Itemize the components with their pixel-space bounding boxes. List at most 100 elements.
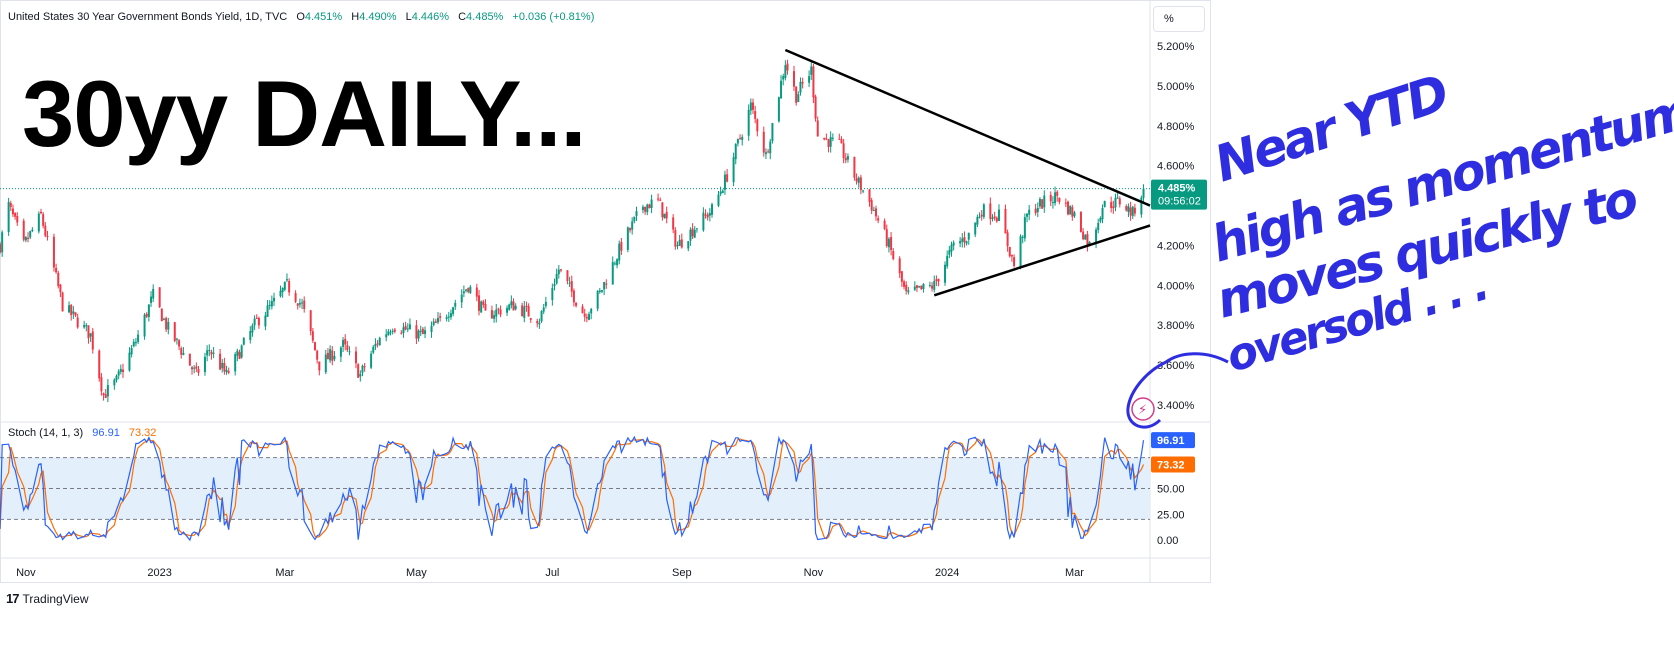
trendline[interactable]	[933, 224, 1151, 297]
candle	[361, 364, 364, 377]
candle	[495, 304, 498, 323]
candle	[717, 190, 720, 208]
candle	[726, 168, 729, 183]
candle	[572, 288, 575, 307]
candle	[877, 215, 880, 224]
time-tick-label: Sep	[672, 567, 692, 579]
candle	[734, 143, 737, 165]
candle	[678, 234, 681, 246]
candle	[1013, 254, 1016, 268]
candle	[74, 312, 77, 317]
candle	[555, 268, 558, 285]
candle	[22, 218, 25, 242]
price-tick-label: 4.800%	[1157, 121, 1195, 133]
trendline[interactable]	[784, 48, 1151, 207]
candle	[827, 138, 830, 153]
tradingview-logo[interactable]: 17 TradingView	[6, 591, 89, 606]
candle	[693, 226, 696, 239]
price-tick-label: 5.000%	[1157, 81, 1195, 93]
candle	[512, 298, 515, 311]
candle	[1, 230, 4, 257]
candle	[417, 329, 420, 342]
candle	[868, 188, 871, 207]
candle	[70, 304, 73, 321]
candle	[1026, 213, 1029, 223]
stoch-d-badge-value: 73.32	[1157, 459, 1185, 471]
candle	[1028, 204, 1031, 221]
candle	[344, 334, 347, 351]
candle	[657, 193, 660, 202]
alert-lightning-icon[interactable]	[1131, 397, 1155, 421]
candle	[318, 361, 321, 376]
candle	[1006, 229, 1009, 252]
candle	[432, 318, 435, 327]
symbol-legend: United States 30 Year Government Bonds Y…	[8, 11, 594, 23]
price-axis: 5.200%5.000%4.800%4.600%4.400%4.200%4.00…	[1157, 41, 1195, 412]
price-tick-label: 4.600%	[1157, 161, 1195, 173]
candle	[702, 207, 705, 232]
candle	[635, 206, 638, 221]
candle	[462, 285, 465, 298]
candle	[659, 197, 662, 201]
stoch-k-badge	[1151, 432, 1195, 449]
candle	[452, 306, 455, 317]
candle	[387, 328, 390, 336]
candle	[711, 202, 714, 218]
candle	[510, 295, 513, 309]
candle	[857, 176, 860, 188]
candle	[46, 230, 49, 241]
candle	[14, 212, 17, 220]
candle	[650, 194, 653, 214]
candle	[933, 275, 936, 293]
candle	[812, 63, 815, 104]
stoch-d-value: 73.32	[128, 427, 157, 439]
candle	[978, 212, 981, 219]
candle	[553, 278, 556, 291]
candle	[506, 305, 509, 317]
candle	[808, 70, 811, 87]
candle	[570, 275, 573, 298]
candle	[859, 174, 862, 195]
high-value: 4.490%	[359, 11, 397, 23]
candle	[372, 345, 375, 355]
candle	[439, 312, 442, 322]
candle	[104, 388, 107, 399]
candle	[415, 320, 418, 344]
candle	[786, 59, 789, 75]
candle	[1101, 204, 1104, 224]
candle	[596, 290, 599, 312]
candle	[525, 301, 528, 312]
candle	[182, 347, 185, 356]
candle	[521, 302, 524, 317]
candle	[665, 206, 668, 224]
candle	[363, 362, 366, 372]
candle	[905, 281, 908, 295]
candle	[616, 258, 619, 269]
candle	[288, 278, 291, 296]
candle	[767, 148, 770, 154]
countdown-value: 09:56:02	[1158, 196, 1201, 208]
candle	[575, 302, 578, 308]
candle	[91, 328, 94, 354]
candle	[1110, 196, 1113, 213]
candle	[695, 227, 698, 233]
candle	[626, 226, 629, 253]
candle	[208, 344, 211, 357]
candle	[264, 311, 267, 331]
candle	[840, 136, 843, 144]
candle	[1114, 193, 1117, 212]
candle	[810, 62, 813, 81]
candle	[842, 138, 845, 164]
candle	[980, 210, 983, 221]
candle	[152, 284, 155, 303]
candle	[100, 373, 103, 396]
candle	[255, 314, 258, 320]
candle	[499, 305, 502, 318]
candle	[98, 349, 101, 382]
candle	[769, 138, 772, 160]
percent-scale-button[interactable]: %	[1153, 6, 1205, 32]
stoch-label: Stoch (14, 1, 3)	[8, 427, 84, 439]
candle	[600, 290, 603, 294]
